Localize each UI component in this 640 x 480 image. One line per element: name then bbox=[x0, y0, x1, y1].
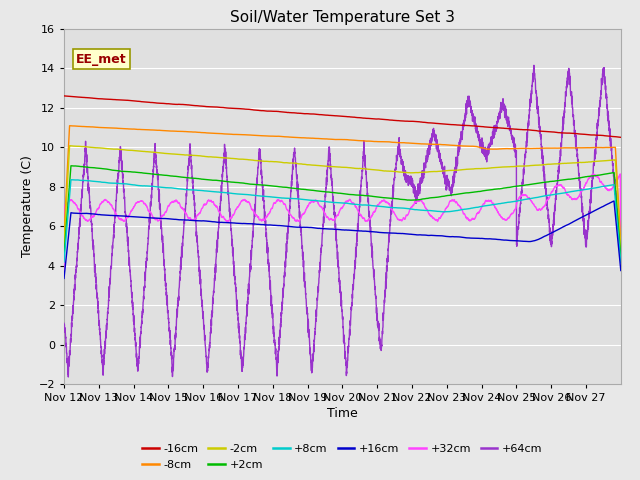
Y-axis label: Temperature (C): Temperature (C) bbox=[21, 156, 35, 257]
Legend: -16cm, -8cm, -2cm, +2cm, +8cm, +16cm, +32cm, +64cm: -16cm, -8cm, -2cm, +2cm, +8cm, +16cm, +3… bbox=[138, 440, 547, 474]
Text: EE_met: EE_met bbox=[76, 52, 127, 66]
X-axis label: Time: Time bbox=[327, 407, 358, 420]
Title: Soil/Water Temperature Set 3: Soil/Water Temperature Set 3 bbox=[230, 10, 455, 25]
